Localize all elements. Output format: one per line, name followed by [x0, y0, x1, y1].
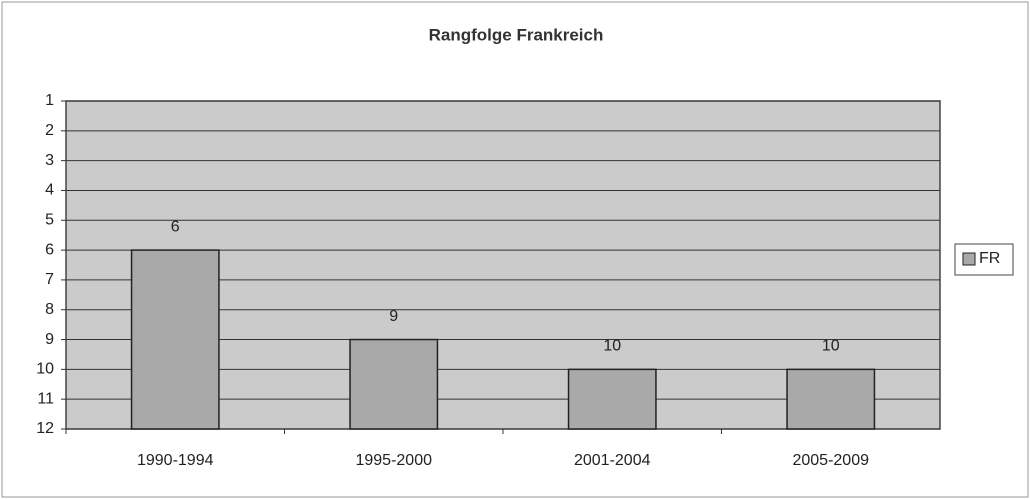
y-tick-label: 8 — [45, 301, 54, 318]
x-tick-label: 1995-2000 — [355, 452, 432, 469]
x-tick-label: 2005-2009 — [792, 452, 869, 469]
legend-label: FR — [979, 250, 1000, 267]
y-tick-label: 11 — [37, 390, 54, 407]
x-tick-label: 1990-1994 — [137, 452, 214, 469]
bar — [130, 249, 220, 430]
x-tick-label: 2001-2004 — [574, 452, 651, 469]
y-tick-label: 12 — [36, 420, 54, 437]
y-tick-label: 9 — [45, 331, 54, 348]
y-tick-label: 3 — [45, 152, 54, 169]
data-label: 10 — [822, 338, 840, 355]
y-tick-label: 5 — [45, 211, 54, 228]
data-label: 9 — [389, 308, 398, 325]
y-tick-label: 7 — [45, 271, 54, 288]
y-tick-label: 6 — [45, 241, 54, 258]
y-tick-label: 2 — [45, 122, 54, 139]
data-label: 10 — [603, 338, 621, 355]
bar — [567, 368, 657, 430]
bar — [349, 338, 439, 430]
legend-swatch — [962, 252, 976, 266]
y-tick-label: 1 — [45, 92, 54, 109]
chart-title: Rangfolge Frankreich — [429, 25, 604, 44]
y-tick-label: 10 — [36, 361, 54, 378]
y-tick-label: 4 — [45, 182, 54, 199]
data-label: 6 — [171, 218, 180, 235]
bar — [786, 368, 876, 430]
